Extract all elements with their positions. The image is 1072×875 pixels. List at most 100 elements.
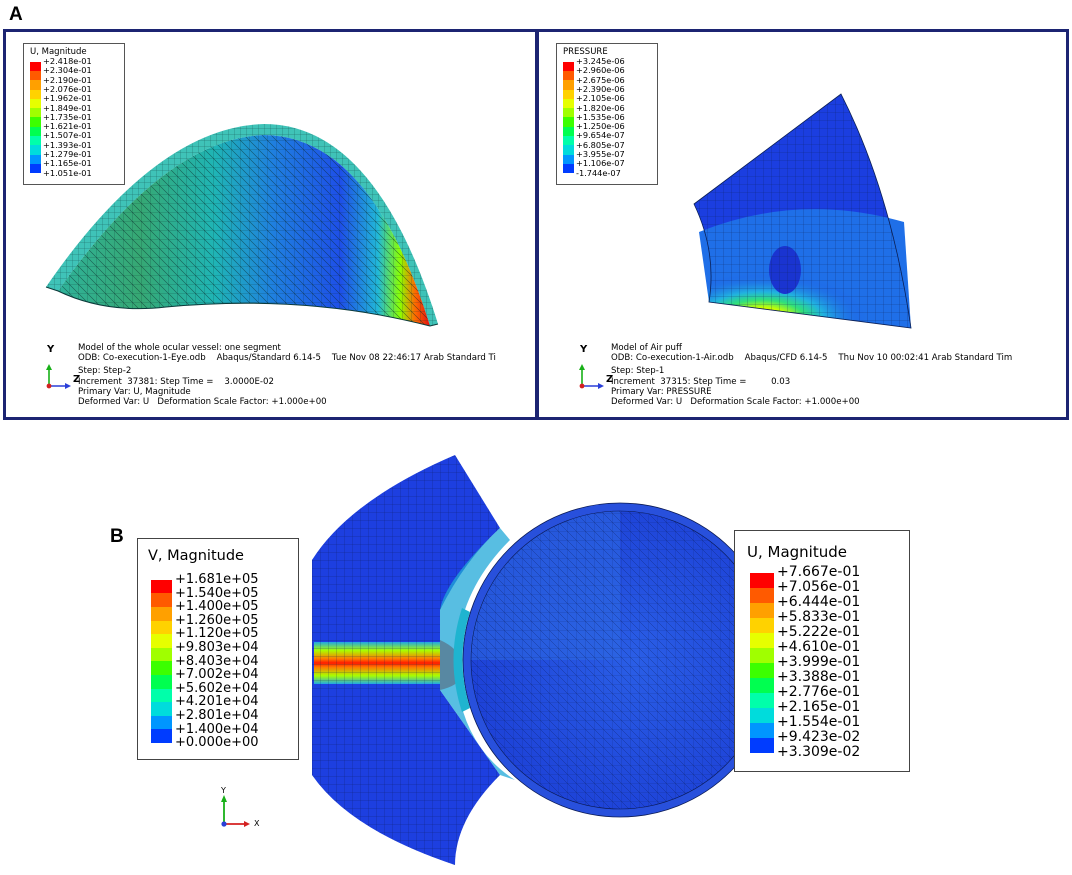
legend-swatch bbox=[151, 729, 172, 743]
legend-swatch bbox=[563, 154, 574, 164]
legend-value: +5.833e-01 bbox=[777, 609, 861, 625]
legend-swatch bbox=[750, 572, 774, 588]
legend-value: +1.260e+05 bbox=[175, 612, 259, 628]
legend-entry: +7.056e-01 bbox=[735, 580, 909, 603]
legend-swatch bbox=[750, 587, 774, 603]
legend-value: +1.250e-06 bbox=[576, 121, 625, 132]
eye-shell-mesh bbox=[45, 124, 439, 327]
legend-swatch bbox=[750, 692, 774, 708]
axis-z-label: Z bbox=[606, 374, 614, 385]
legend-entry: +2.105e-06 bbox=[557, 93, 657, 109]
legend-title: V, Magnitude bbox=[148, 548, 244, 564]
air-domain-mesh bbox=[693, 93, 912, 329]
legend-swatch bbox=[563, 117, 574, 127]
legend-swatch bbox=[563, 108, 574, 118]
legend-value: +9.803e+04 bbox=[175, 640, 259, 655]
legend-entry: +1.507e-01 bbox=[24, 130, 124, 146]
info-line: Step: Step-2 bbox=[78, 366, 132, 377]
viewport-eye-displacement: U, Magnitude +2.418e-01 +2.304e-01 +2.190e… bbox=[3, 29, 538, 420]
legend-value: +2.390e-06 bbox=[576, 83, 625, 94]
legend-entry: +9.423e-02 bbox=[735, 730, 909, 753]
axis-x-label: X bbox=[254, 819, 260, 828]
legend-entry: +1.849e-01 bbox=[24, 102, 124, 118]
legend-value: +1.820e-06 bbox=[576, 102, 625, 113]
axis-z-label: Z bbox=[73, 374, 81, 385]
legend-entry: +9.803e+04 bbox=[138, 640, 298, 662]
legend-value: -1.744e-07 bbox=[576, 167, 621, 178]
legend-value: +1.165e-01 bbox=[43, 158, 92, 169]
legend-swatch bbox=[750, 632, 774, 648]
legend-swatch bbox=[563, 70, 574, 81]
legend-swatch bbox=[750, 617, 774, 633]
legend-swatch bbox=[151, 620, 172, 635]
legend-entry: +1.165e-01 bbox=[24, 158, 124, 174]
legend-swatch bbox=[563, 98, 574, 109]
legend-value: +1.507e-01 bbox=[43, 130, 92, 141]
legend-value: +2.076e-01 bbox=[43, 83, 92, 94]
legend-swatch bbox=[151, 647, 172, 662]
legend-value: +2.105e-06 bbox=[576, 93, 625, 104]
legend-swatch bbox=[151, 606, 172, 621]
legend-swatch bbox=[151, 743, 172, 757]
legend-entry: +2.076e-01 bbox=[24, 83, 124, 99]
legend-swatch bbox=[750, 647, 774, 663]
legend-entry: +1.106e-07 bbox=[557, 158, 657, 174]
legend-value: +2.190e-01 bbox=[43, 74, 92, 85]
legend-value: +2.304e-01 bbox=[43, 65, 92, 76]
legend-value: +1.279e-01 bbox=[43, 149, 92, 159]
legend-value: +7.002e+04 bbox=[175, 667, 259, 683]
panel-label-b: B bbox=[110, 526, 124, 547]
legend-value: +3.245e-06 bbox=[576, 56, 625, 66]
legend-entry: +1.554e-01 bbox=[735, 715, 909, 738]
legend-entry: +5.602e+04 bbox=[138, 682, 298, 703]
legend-entry: +2.390e-06 bbox=[557, 83, 657, 99]
legend-value: +3.388e-01 bbox=[777, 669, 861, 685]
legend-value: +6.805e-07 bbox=[576, 139, 625, 150]
legend-title: U, Magnitude bbox=[747, 543, 847, 561]
legend-value: +7.667e-01 bbox=[777, 564, 861, 580]
legend-value: +1.120e+05 bbox=[175, 626, 259, 642]
legend-value: +0.000e+00 bbox=[175, 735, 259, 751]
legend-value: +5.222e-01 bbox=[777, 624, 861, 640]
legend-entry: +5.222e-01 bbox=[735, 624, 909, 648]
legend-value: +1.849e-01 bbox=[43, 102, 92, 113]
info-line: Model of Air puff bbox=[611, 343, 682, 353]
info-line: Increment 37381: Step Time = 3.0000E-02 bbox=[78, 376, 274, 387]
legend-swatch bbox=[30, 80, 41, 90]
legend-value: +1.621e-01 bbox=[43, 121, 92, 132]
legend-entry: +1.279e-01 bbox=[24, 149, 124, 164]
info-line: Primary Var: PRESSURE bbox=[611, 386, 712, 397]
info-line: Deformed Var: U Deformation Scale Factor… bbox=[611, 396, 860, 407]
legend-swatch bbox=[750, 722, 774, 738]
legend-entry: +8.403e+04 bbox=[138, 654, 298, 675]
legend-value: +2.165e-01 bbox=[777, 699, 861, 715]
legend-swatch bbox=[30, 70, 41, 81]
legend-title: PRESSURE bbox=[563, 47, 608, 57]
legend-entry: +1.962e-01 bbox=[24, 93, 124, 109]
legend-swatch bbox=[30, 108, 41, 118]
info-line: ODB: Co-execution-1-Air.odb Abaqus/CFD 6… bbox=[611, 353, 1013, 364]
legend-entry: +1.535e-06 bbox=[557, 112, 657, 127]
info-line: ODB: Co-execution-1-Eye.odb Abaqus/Stand… bbox=[78, 353, 496, 364]
legend-entry: +1.120e+05 bbox=[138, 626, 298, 648]
axis-triad-icon bbox=[579, 364, 604, 389]
legend-swatch bbox=[30, 136, 41, 146]
legend-value: +9.654e-07 bbox=[576, 130, 625, 141]
legend-entry: +1.260e+05 bbox=[138, 612, 298, 635]
legend-value: +6.444e-01 bbox=[777, 594, 861, 610]
legend-value: +2.675e-06 bbox=[576, 74, 625, 85]
legend-u-magnitude-b: U, Magnitude +7.667e-01 +7.056e-01 +6.444e… bbox=[734, 530, 910, 772]
info-line: Primary Var: U, Magnitude bbox=[78, 386, 191, 397]
legend-swatch bbox=[563, 80, 574, 90]
axis-y-label: Y bbox=[221, 786, 226, 795]
legend-swatch bbox=[151, 688, 172, 703]
axis-triad-icon bbox=[221, 795, 250, 827]
legend-entry: +6.444e-01 bbox=[735, 594, 909, 618]
legend-entry: +3.955e-07 bbox=[557, 149, 657, 164]
legend-value: +2.801e+04 bbox=[175, 708, 259, 723]
legend-value: +2.776e-01 bbox=[777, 684, 861, 700]
panel-label-a: A bbox=[9, 4, 23, 25]
legend-value: +3.999e-01 bbox=[777, 654, 861, 670]
legend-value: +1.400e+05 bbox=[175, 599, 259, 615]
